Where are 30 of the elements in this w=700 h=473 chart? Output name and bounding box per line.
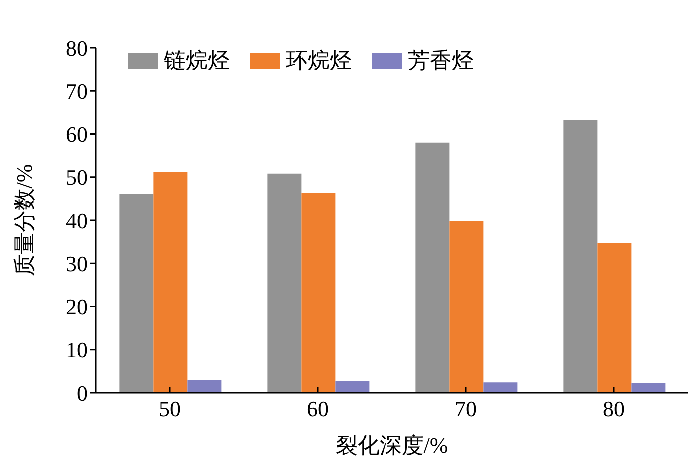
legend-label: 芳香烃	[408, 47, 474, 75]
y-tick-label: 60	[66, 122, 88, 148]
bar	[484, 382, 518, 393]
bar	[564, 120, 598, 393]
bar	[120, 194, 154, 393]
legend-label: 环烷烃	[286, 47, 352, 75]
bar	[598, 243, 632, 393]
y-tick-label: 20	[66, 294, 88, 320]
x-axis-title: 裂化深度/%	[336, 433, 448, 458]
y-tick-label: 50	[66, 165, 88, 190]
y-tick-label: 70	[66, 78, 88, 104]
y-axis-title: 质量分数/%	[12, 164, 37, 277]
y-tick-label: 0	[77, 380, 88, 406]
bar	[268, 174, 302, 393]
y-tick-label: 30	[66, 251, 88, 276]
bar	[336, 381, 370, 393]
x-tick-label: 60	[307, 396, 329, 422]
x-tick-label: 80	[603, 396, 625, 422]
bar	[450, 221, 484, 393]
y-tick-label: 80	[66, 36, 88, 61]
bar	[154, 172, 188, 393]
x-tick-label: 50	[159, 396, 181, 422]
x-tick-label: 70	[455, 396, 477, 422]
legend-label: 链烷烃	[164, 47, 230, 75]
bar	[632, 384, 666, 393]
y-tick-label: 10	[66, 338, 88, 363]
bar	[302, 193, 336, 393]
bar	[188, 380, 222, 393]
y-tick-label: 40	[66, 208, 88, 234]
bar	[416, 142, 450, 393]
